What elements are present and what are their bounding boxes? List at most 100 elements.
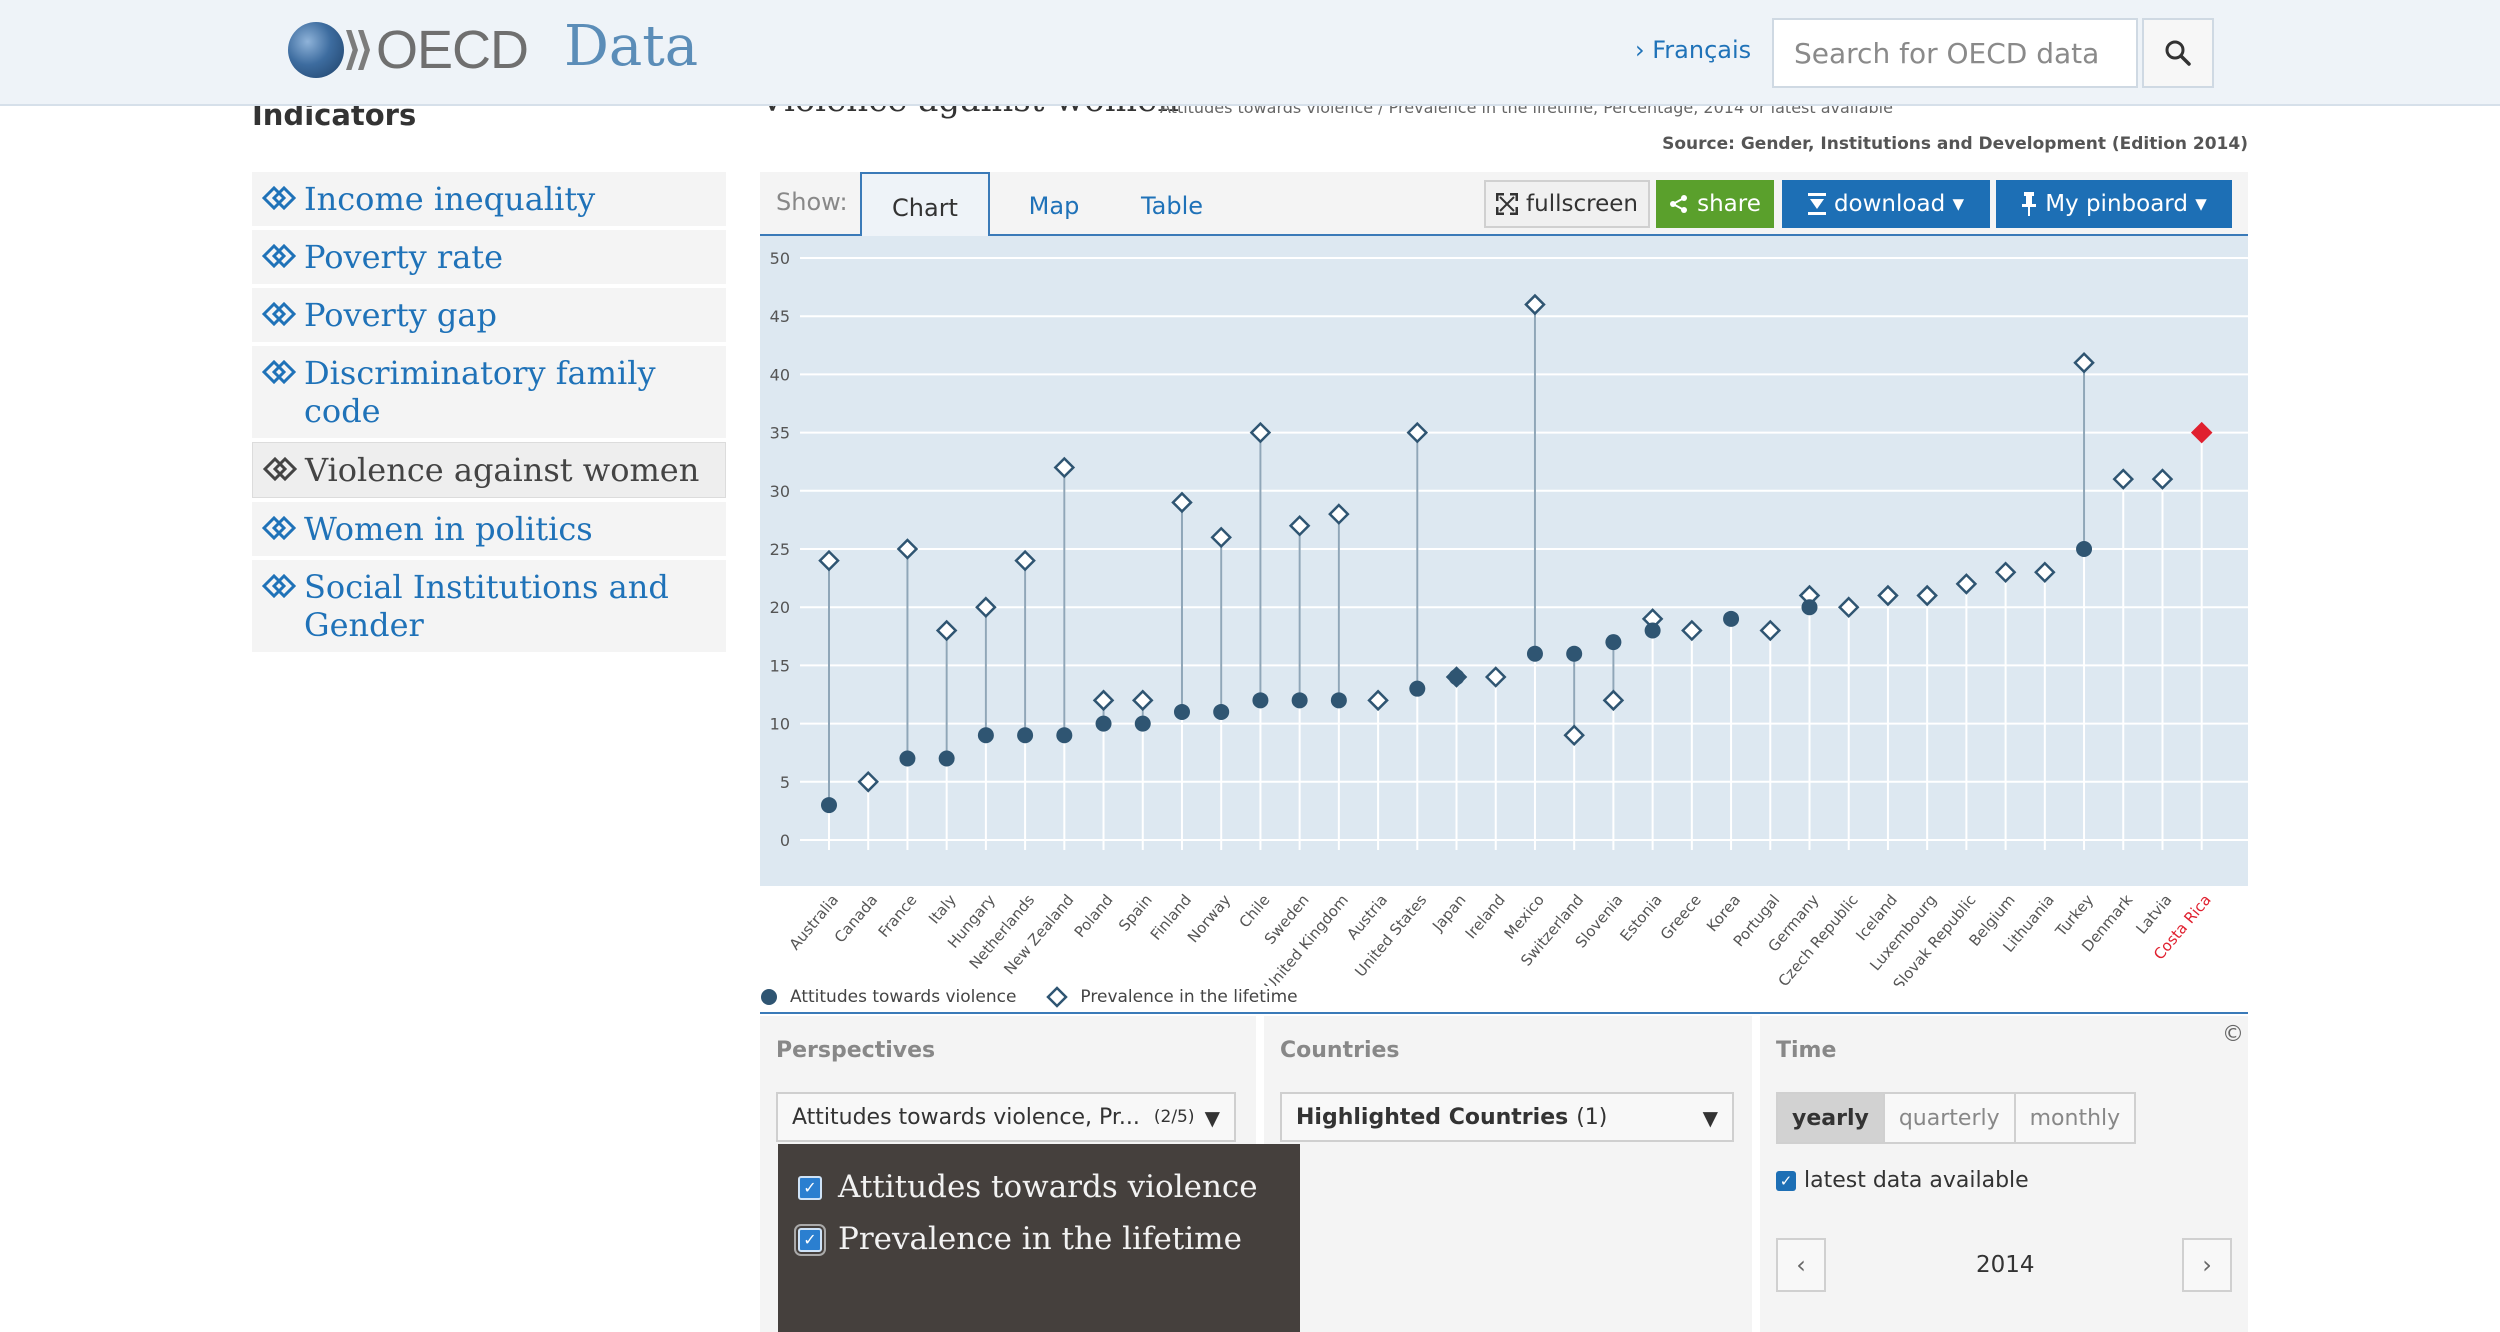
legend-item-prevalence[interactable]: Prevalence in the lifetime — [1046, 986, 1298, 1008]
prevalence-point — [1288, 514, 1311, 537]
legend-item-attitudes[interactable]: Attitudes towards violence — [760, 987, 1016, 1007]
prevalence-point — [2073, 351, 2095, 374]
latest-data-checkbox[interactable]: ✓ latest data available — [1776, 1168, 2029, 1193]
year-prev-button[interactable]: ‹ — [1776, 1238, 1826, 1292]
chart-panel: Show: Chart Map Table fullscreen share d… — [760, 172, 2248, 886]
countries-select[interactable]: Highlighted Countries (1) ▼ — [1280, 1092, 1734, 1142]
site-title[interactable]: Data — [564, 14, 699, 79]
prevalence-point — [1249, 421, 1272, 444]
prevalence-point — [2112, 468, 2135, 490]
sidebar-item-label: Poverty gap — [304, 296, 497, 334]
y-tick-label: 45 — [770, 307, 790, 326]
y-tick-label: 0 — [780, 831, 790, 850]
countries-label: Countries — [1280, 1038, 1400, 1063]
perspective-option-prevalence[interactable]: ✓ Prevalence in the lifetime — [794, 1220, 1280, 1258]
prevalence-point — [1406, 421, 1429, 444]
attitudes-point — [1801, 599, 1818, 616]
sidebar-item-label: Violence against women — [305, 451, 700, 489]
prevalence-point — [1602, 689, 1625, 712]
search-input[interactable]: Search for OECD data — [1772, 18, 2138, 88]
y-tick-label: 30 — [770, 482, 790, 501]
x-tick-label: Norway — [1184, 891, 1234, 946]
perspective-option-attitudes[interactable]: ✓ Attitudes towards violence — [798, 1168, 1280, 1206]
sidebar-item-label: Income inequality — [304, 180, 596, 218]
prevalence-point — [1328, 503, 1350, 525]
attitudes-point — [1095, 715, 1112, 732]
prevalence-point — [975, 596, 997, 618]
dropdown-arrow-icon: ▼ — [1702, 1106, 1718, 1130]
prevalence-point — [1171, 491, 1193, 514]
frequency-yearly[interactable]: yearly — [1778, 1094, 1885, 1142]
x-tick-label: New Zealand — [1000, 891, 1077, 978]
prevalence-point — [2190, 421, 2213, 444]
time-panel: Time © yearly quarterly monthly ✓ latest… — [1760, 1016, 2248, 1332]
countries-value: Highlighted Countries — [1296, 1104, 1569, 1130]
search-button[interactable] — [2142, 18, 2214, 88]
x-tick-label: France — [875, 891, 921, 941]
sidebar-item-women-in-politics[interactable]: Women in politics — [252, 502, 726, 556]
sidebar-item-social-institutions[interactable]: Social Institutions and Gender — [252, 560, 726, 652]
prevalence-point — [1916, 584, 1938, 607]
share-button[interactable]: share — [1656, 180, 1774, 228]
perspectives-select[interactable]: Attitudes towards violence, Pr... (2/5) … — [776, 1092, 1236, 1142]
sidebar-item-label: Discriminatory family code — [304, 354, 656, 430]
sidebar-item-discriminatory-family-code[interactable]: Discriminatory family code — [252, 346, 726, 438]
prevalence-point — [1563, 724, 1585, 747]
download-button[interactable]: download ▾ — [1782, 180, 1990, 228]
prevalence-point — [1484, 666, 1507, 688]
fullscreen-button[interactable]: fullscreen — [1484, 180, 1650, 228]
fullscreen-icon — [1496, 193, 1519, 215]
tab-table[interactable]: Table — [1140, 192, 1204, 220]
tab-chart[interactable]: Chart — [860, 172, 990, 238]
perspectives-count: (2/5) — [1153, 1107, 1195, 1127]
chart-area: 0 5 10 15 20 25 30 35 40 45 50 — [760, 236, 2248, 886]
source-note[interactable]: Source: Gender, Institutions and Develop… — [1662, 134, 2248, 154]
attitudes-point — [1291, 692, 1308, 709]
tab-map[interactable]: Map — [1028, 192, 1080, 220]
frequency-monthly[interactable]: monthly — [2015, 1094, 2135, 1142]
prevalence-point — [935, 619, 958, 642]
frequency-quarterly[interactable]: quarterly — [1884, 1094, 2016, 1142]
attitudes-point — [2076, 541, 2093, 557]
sidebar-item-income-inequality[interactable]: Income inequality — [252, 172, 726, 226]
legend-label: Attitudes towards violence — [790, 987, 1017, 1007]
prevalence-point — [2034, 561, 2056, 584]
prevalence-point — [857, 771, 879, 793]
year-next-button[interactable]: › — [2182, 1238, 2232, 1292]
prevalence-point — [1131, 689, 1154, 712]
sidebar-item-violence-against-women[interactable]: Violence against women — [252, 442, 726, 498]
x-tick-label: Canada — [831, 891, 881, 946]
y-tick-label: 25 — [770, 540, 790, 559]
perspective-option-label: Attitudes towards violence — [838, 1169, 1258, 1205]
language-link[interactable]: › Français — [1635, 36, 1752, 64]
oecd-logo[interactable]: OECD — [288, 20, 529, 80]
sidebar-item-label: Poverty rate — [304, 238, 504, 276]
y-tick-label: 15 — [770, 656, 790, 675]
y-tick-label: 10 — [770, 715, 790, 734]
divider — [760, 1012, 2248, 1014]
year-value: 2014 — [1976, 1252, 2035, 1278]
x-tick-label: Italy — [925, 891, 960, 928]
attitudes-point — [821, 797, 837, 814]
sidebar-item-poverty-gap[interactable]: Poverty gap — [252, 288, 726, 342]
double-chevron-icon — [263, 457, 297, 481]
checkbox-checked-icon: ✓ — [798, 1176, 822, 1200]
download-icon — [1807, 193, 1826, 215]
y-tick-label: 20 — [770, 598, 790, 617]
pin-icon — [2022, 192, 2037, 216]
fullscreen-label: fullscreen — [1526, 191, 1638, 217]
view-tabs: Show: Chart Map Table fullscreen share d… — [760, 172, 2248, 238]
attitudes-point — [1644, 622, 1661, 639]
attitudes-point — [1134, 715, 1151, 732]
attitudes-point — [1173, 703, 1190, 720]
pinboard-button[interactable]: My pinboard ▾ — [1996, 180, 2232, 228]
chart-svg: 0 5 10 15 20 25 30 35 40 45 50 — [770, 249, 2248, 850]
share-icon — [1670, 195, 1688, 213]
countries-panel: Countries Highlighted Countries (1) ▼ — [1264, 1016, 1752, 1332]
double-chevron-icon — [262, 516, 296, 540]
prevalence-point — [1955, 573, 1978, 595]
attitudes-point — [899, 750, 916, 767]
sidebar-item-poverty-rate[interactable]: Poverty rate — [252, 230, 726, 284]
copyright-icon[interactable]: © — [2222, 1022, 2244, 1047]
site-header: OECD Data › Français Search for OECD dat… — [0, 0, 2500, 106]
